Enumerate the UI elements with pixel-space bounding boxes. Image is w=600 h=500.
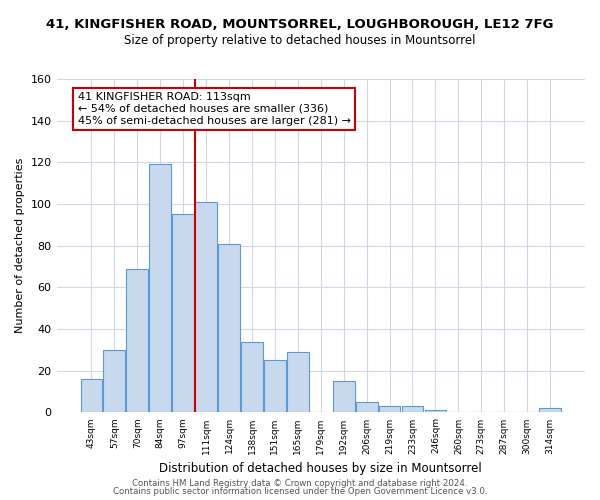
Y-axis label: Number of detached properties: Number of detached properties [15,158,25,334]
Bar [356,402,377,412]
Bar [80,379,103,412]
Bar [401,406,424,412]
Bar [264,360,286,412]
Bar [195,202,217,412]
Bar [149,164,171,412]
Bar [539,408,561,412]
Bar [218,244,240,412]
Bar [103,350,125,412]
X-axis label: Distribution of detached houses by size in Mountsorrel: Distribution of detached houses by size … [160,462,482,475]
Text: 41 KINGFISHER ROAD: 113sqm
← 54% of detached houses are smaller (336)
45% of sem: 41 KINGFISHER ROAD: 113sqm ← 54% of deta… [77,92,350,126]
Text: Contains HM Land Registry data © Crown copyright and database right 2024.: Contains HM Land Registry data © Crown c… [132,478,468,488]
Bar [172,214,194,412]
Bar [379,406,400,412]
Text: Contains public sector information licensed under the Open Government Licence v3: Contains public sector information licen… [113,487,487,496]
Bar [287,352,309,412]
Bar [333,381,355,412]
Bar [241,342,263,412]
Text: Size of property relative to detached houses in Mountsorrel: Size of property relative to detached ho… [124,34,476,47]
Text: 41, KINGFISHER ROAD, MOUNTSORREL, LOUGHBOROUGH, LE12 7FG: 41, KINGFISHER ROAD, MOUNTSORREL, LOUGHB… [46,18,554,30]
Bar [127,268,148,412]
Bar [425,410,446,412]
